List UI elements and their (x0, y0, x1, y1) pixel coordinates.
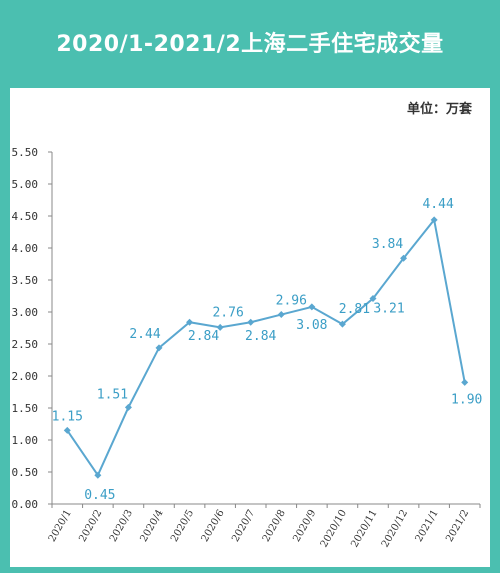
x-tick-label: 2020/11 (349, 508, 379, 549)
x-tick-label: 2020/8 (261, 508, 288, 544)
y-tick-label: 1.50 (12, 402, 39, 415)
data-label: 2.76 (212, 305, 243, 320)
data-label: 2.84 (245, 329, 276, 344)
data-label: 0.45 (84, 488, 115, 503)
data-label: 2.44 (129, 327, 160, 342)
y-tick-label: 5.00 (12, 178, 39, 191)
series-line (66, 217, 466, 478)
y-tick-label: 2.00 (12, 370, 39, 383)
data-label: 3.21 (373, 302, 404, 317)
data-point (186, 318, 194, 326)
y-tick-label: 3.00 (12, 306, 39, 319)
x-tick-label: 2020/4 (138, 508, 165, 544)
y-tick-label: 3.50 (12, 274, 39, 287)
x-tick-label: 2021/2 (444, 508, 471, 544)
data-point (308, 303, 316, 311)
data-label: 2.96 (276, 294, 307, 309)
x-tick-label: 2020/9 (291, 508, 318, 544)
y-tick-label: 2.50 (12, 338, 39, 351)
y-tick-label: 0.50 (12, 466, 39, 479)
data-point (369, 295, 377, 303)
data-point (338, 320, 346, 328)
data-point (94, 471, 102, 479)
data-point (155, 344, 163, 352)
chart-title: 2020/1-2021/2上海二手住宅成交量 (56, 32, 444, 57)
data-point (400, 254, 408, 262)
data-label: 1.90 (451, 392, 482, 407)
data-point (216, 323, 224, 331)
data-point (277, 311, 285, 319)
y-tick-label: 0.00 (12, 498, 39, 511)
y-tick-label: 4.50 (12, 210, 39, 223)
data-point (247, 318, 255, 326)
y-tick-label: 4.00 (12, 242, 39, 255)
data-point (124, 403, 132, 411)
x-tick-label: 2020/12 (380, 508, 410, 549)
data-point (430, 216, 438, 224)
data-point (461, 378, 469, 386)
x-tick-label: 2020/5 (169, 508, 196, 544)
data-label: 2.84 (188, 329, 219, 344)
x-tick-label: 2020/7 (230, 508, 257, 544)
chart-panel: 单位：万套 (10, 88, 490, 567)
data-label: 4.44 (422, 197, 453, 212)
y-tick-label: 1.00 (12, 434, 39, 447)
x-tick-label: 2020/1 (47, 508, 74, 544)
data-label: 1.51 (97, 387, 128, 402)
data-label: 3.84 (372, 237, 403, 252)
data-label: 3.08 (296, 318, 327, 333)
data-label: 2.81 (339, 302, 370, 317)
data-point (63, 426, 71, 434)
x-tick-label: 2020/3 (108, 508, 135, 544)
unit-label: 单位：万套 (406, 102, 472, 117)
data-label: 1.15 (52, 409, 83, 424)
x-tick-label: 2020/6 (200, 508, 227, 544)
x-tick-label: 2020/10 (319, 508, 349, 549)
x-tick-label: 2021/1 (414, 508, 441, 544)
y-tick-label: 5.50 (12, 146, 39, 159)
x-tick-label: 2020/2 (77, 508, 104, 544)
header-banner: 2020/1-2021/2上海二手住宅成交量 (0, 0, 500, 88)
